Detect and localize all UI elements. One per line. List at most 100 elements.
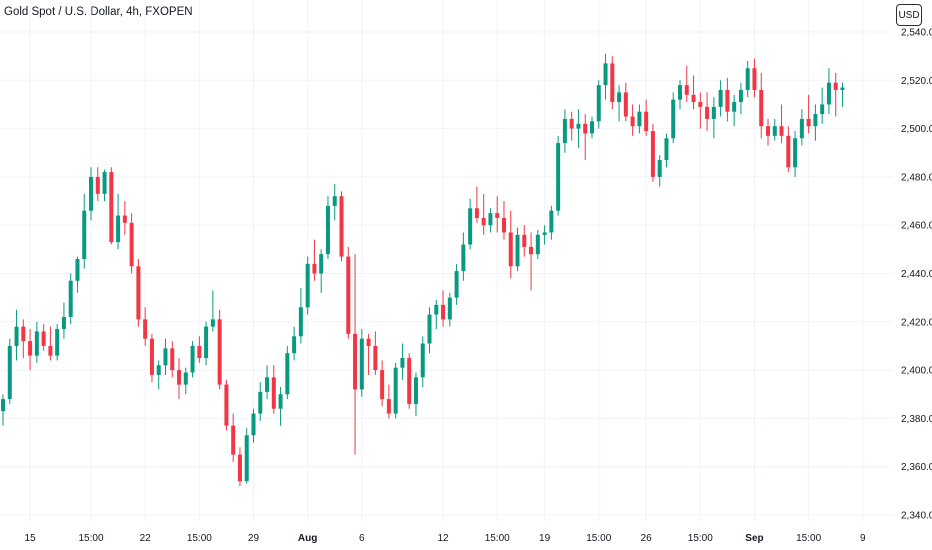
candle-body [772, 126, 777, 136]
candle-body [664, 138, 669, 160]
candle-body [319, 254, 324, 274]
candle-body [549, 210, 554, 233]
candle [576, 109, 581, 148]
x-tick-label: 15:00 [586, 533, 611, 544]
candle [55, 324, 60, 361]
candle-body [583, 123, 588, 134]
candle [231, 413, 236, 462]
candle-body [183, 372, 188, 385]
candle-body [82, 210, 87, 260]
candle [461, 232, 466, 281]
candle-body [678, 85, 682, 100]
candle [420, 336, 425, 388]
candle-body [732, 102, 737, 112]
candle-body [840, 87, 845, 90]
candle [630, 104, 635, 136]
candle-body [596, 85, 601, 122]
candle-body [305, 263, 310, 308]
candle-body [725, 89, 730, 112]
candle-body [41, 331, 46, 346]
candle-body [535, 234, 540, 255]
candle-body [657, 159, 662, 177]
candle [298, 287, 303, 344]
candle-body [1, 399, 5, 412]
candle [549, 205, 554, 240]
candle [813, 104, 818, 141]
candle [786, 126, 791, 173]
candle [657, 155, 662, 187]
candle-body [373, 345, 378, 371]
candle-body [143, 319, 148, 339]
candle [738, 82, 743, 115]
candle-body [258, 391, 263, 414]
candle-body [95, 176, 100, 194]
candle-body [501, 217, 506, 233]
candle-body [420, 343, 425, 378]
candle [413, 372, 418, 416]
candle [68, 273, 73, 325]
candle-body [610, 63, 615, 103]
candle [28, 329, 33, 371]
candle [143, 307, 148, 346]
candle [190, 341, 195, 378]
candle [772, 118, 777, 141]
candle [366, 333, 371, 375]
candle [359, 329, 364, 397]
candle-body [786, 135, 791, 168]
candle-body [61, 316, 66, 330]
candle [691, 75, 696, 110]
candle [224, 379, 229, 431]
candle-body [603, 63, 608, 86]
candle-body [474, 208, 479, 218]
candle [75, 256, 80, 293]
y-tick-label: 2,440.00 [901, 269, 932, 280]
candle-body [89, 176, 94, 211]
candle-body [170, 348, 175, 371]
currency-button[interactable]: USD [896, 4, 922, 26]
candle-body [21, 326, 26, 342]
candle [522, 225, 527, 257]
candle-body [14, 326, 19, 346]
candle [237, 447, 242, 487]
candle [170, 341, 175, 378]
candle-body [806, 118, 811, 127]
candle [325, 196, 330, 260]
candle-body [617, 92, 622, 103]
candle-body [427, 314, 432, 344]
candle [149, 333, 154, 383]
candle [468, 198, 473, 250]
candle [752, 58, 757, 98]
candle-body [217, 319, 222, 385]
candle-body [407, 358, 412, 404]
candle-body [826, 82, 831, 105]
candle-body [508, 232, 513, 267]
candle-body [698, 102, 703, 107]
candle [271, 365, 276, 414]
candle [508, 210, 513, 279]
candle [102, 169, 107, 202]
candle [197, 336, 202, 363]
candle-body [393, 367, 398, 414]
candle-body [447, 297, 452, 320]
candle [136, 259, 141, 327]
candle-body [813, 114, 818, 127]
candle [116, 193, 121, 250]
candle [400, 343, 405, 380]
x-tick-label: 15:00 [485, 533, 510, 544]
candle-body [251, 413, 256, 436]
candle [529, 232, 534, 291]
candle-body [237, 454, 242, 482]
candle [698, 92, 703, 129]
candle [41, 324, 46, 351]
candle-body [197, 345, 202, 359]
candle-body [799, 118, 804, 139]
candle [217, 309, 222, 390]
candle-body [644, 111, 649, 132]
candle [163, 338, 168, 375]
candle [725, 77, 730, 122]
candle [732, 94, 737, 127]
y-tick-label: 2,400.00 [901, 366, 932, 377]
gridlines [0, 0, 893, 522]
candle-body [637, 111, 642, 127]
